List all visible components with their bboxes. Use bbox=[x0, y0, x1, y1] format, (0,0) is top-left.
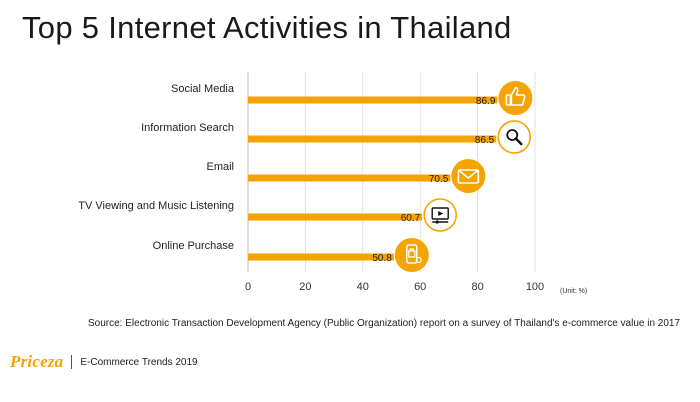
bar bbox=[248, 253, 394, 261]
footer: Priceza E-Commerce Trends 2019 bbox=[10, 352, 198, 372]
bar bbox=[248, 174, 451, 182]
thumb-hand bbox=[510, 87, 526, 106]
value-label: 86.5 bbox=[475, 135, 495, 146]
category-label: Information Search bbox=[141, 122, 234, 134]
bar bbox=[248, 213, 423, 221]
unit-label: (Unit: %) bbox=[560, 288, 587, 295]
x-tick-label: 60 bbox=[414, 281, 426, 293]
value-label: 60.7 bbox=[401, 213, 421, 224]
screen-frame bbox=[431, 207, 449, 220]
footer-divider bbox=[71, 355, 73, 369]
envelope-icon bbox=[451, 159, 486, 193]
source-note: Source: Electronic Transaction Developme… bbox=[88, 318, 681, 329]
x-tick-label: 100 bbox=[526, 281, 544, 293]
category-label: Email bbox=[206, 161, 234, 173]
x-tick-label: 40 bbox=[357, 281, 369, 293]
footer-text: E-Commerce Trends 2019 bbox=[80, 356, 198, 368]
x-tick-label: 80 bbox=[471, 281, 483, 293]
icon-circle bbox=[451, 159, 486, 193]
shopping-bag-icon bbox=[394, 238, 429, 272]
thumb-cuff bbox=[505, 94, 512, 106]
thumbs-up-icon bbox=[498, 81, 533, 115]
icon-circle bbox=[394, 238, 429, 272]
category-label: TV Viewing and Music Listening bbox=[78, 200, 234, 212]
icon-circle bbox=[497, 120, 532, 154]
icon-circle bbox=[498, 81, 533, 115]
pointer-hand bbox=[415, 256, 422, 264]
video-player-icon bbox=[423, 198, 458, 232]
phone-body bbox=[406, 244, 418, 264]
brand-logo: Priceza bbox=[10, 352, 64, 371]
magnifier-lens bbox=[506, 129, 519, 141]
chart-title: Top 5 Internet Activities in Thailand bbox=[22, 10, 512, 45]
bag-shape bbox=[408, 248, 416, 258]
bar bbox=[248, 135, 497, 143]
category-label: Online Purchase bbox=[153, 240, 234, 252]
magnifier-handle bbox=[515, 137, 523, 146]
progress-knob bbox=[435, 220, 439, 224]
bar bbox=[248, 96, 498, 104]
category-label: Social Media bbox=[171, 83, 235, 95]
value-label: 86.9 bbox=[476, 96, 496, 107]
x-tick-label: 0 bbox=[245, 281, 251, 293]
bar-chart: 0 20 40 60 80 100 (Unit: %) Social Media 86.9 Inf… bbox=[78, 72, 587, 295]
envelope-flap bbox=[457, 169, 479, 180]
envelope-body bbox=[457, 169, 480, 184]
search-icon bbox=[497, 120, 532, 154]
value-label: 70.5 bbox=[429, 174, 449, 185]
value-label: 50.8 bbox=[372, 253, 392, 264]
x-tick-label: 20 bbox=[299, 281, 311, 293]
play-triangle bbox=[438, 211, 444, 216]
